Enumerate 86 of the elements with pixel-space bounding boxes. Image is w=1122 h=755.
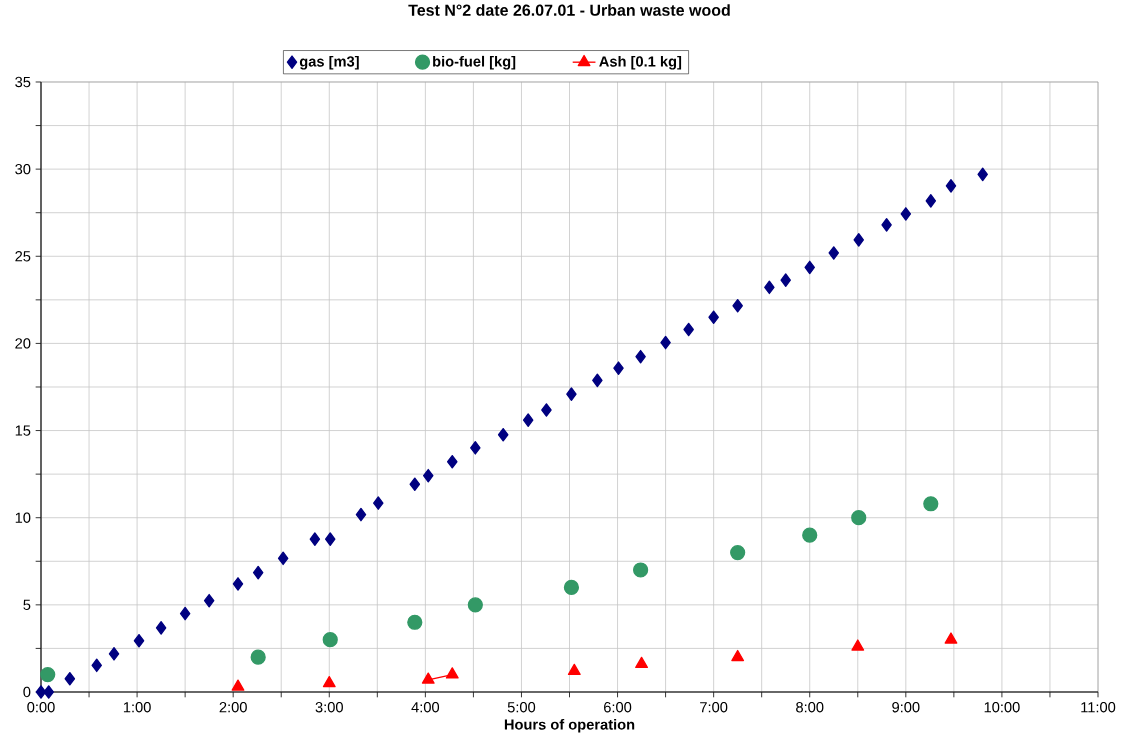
x-tick-label: 11:00 <box>1081 702 1116 713</box>
x-tick-label: 2:00 <box>219 702 247 713</box>
x-tick-label: 6:00 <box>604 702 632 713</box>
point <box>851 639 865 651</box>
y-tick-label: 35 <box>15 76 31 88</box>
point <box>277 551 289 566</box>
point <box>731 649 745 662</box>
point <box>355 507 367 522</box>
point <box>309 532 321 546</box>
point <box>252 565 264 580</box>
point <box>497 427 509 442</box>
point <box>945 179 957 193</box>
x-tick-label: 3:00 <box>315 702 343 713</box>
point <box>563 579 580 596</box>
point <box>541 403 552 417</box>
point <box>780 273 791 287</box>
legend-label: Ash [0.1 kg] <box>599 55 682 70</box>
point <box>635 656 649 669</box>
y-tick-label: 10 <box>15 512 31 523</box>
point <box>91 658 102 673</box>
point <box>977 167 988 182</box>
point <box>613 361 624 375</box>
x-tick-label: 8:00 <box>796 702 824 713</box>
point <box>566 387 577 401</box>
x-tick-label: 5:00 <box>507 702 536 713</box>
point <box>447 454 458 469</box>
point <box>851 510 867 526</box>
x-tick-label: 7:00 <box>700 702 728 713</box>
point <box>802 527 818 543</box>
y-tick-label: 0 <box>23 686 31 698</box>
y-tick-label: 15 <box>15 425 31 436</box>
x-tick-label: 9:00 <box>892 702 920 713</box>
x-tick-label: 0:00 <box>27 702 55 713</box>
point <box>900 207 912 221</box>
point <box>64 671 76 686</box>
point <box>133 633 145 648</box>
point <box>660 335 671 350</box>
point <box>683 322 694 337</box>
point <box>155 621 167 635</box>
point <box>373 496 384 510</box>
point <box>232 577 244 591</box>
point <box>470 441 481 455</box>
point <box>764 280 775 295</box>
point <box>445 667 459 679</box>
point <box>522 413 534 427</box>
point <box>324 532 336 546</box>
point <box>179 606 191 621</box>
point <box>828 246 840 260</box>
x-tick-label: 4:00 <box>411 702 440 713</box>
point <box>633 562 649 578</box>
point <box>925 194 937 208</box>
point <box>231 679 245 691</box>
point <box>409 477 421 492</box>
x-tick-label: 1:00 <box>123 702 151 713</box>
point <box>730 544 746 561</box>
point <box>250 649 266 665</box>
point <box>108 647 120 661</box>
point <box>708 310 719 325</box>
point <box>923 496 939 512</box>
legend-label: bio-fuel [kg] <box>433 55 516 70</box>
point <box>732 298 743 313</box>
legend-label: gas [m3] <box>299 55 359 70</box>
point <box>853 233 865 247</box>
y-tick-label: 30 <box>15 163 31 175</box>
chart-title: Test N°2 date 26.07.01 - Urban waste wood <box>408 4 730 16</box>
point <box>35 685 47 699</box>
point <box>422 468 434 483</box>
y-tick-label: 20 <box>15 338 31 349</box>
point <box>43 685 54 699</box>
point <box>567 663 581 676</box>
y-tick-label: 5 <box>23 599 31 610</box>
x-tick-label: 10:00 <box>984 702 1020 713</box>
point <box>944 632 958 644</box>
point <box>467 597 483 613</box>
point <box>881 218 892 232</box>
x-axis-title: Hours of operation <box>504 718 635 733</box>
point <box>635 349 646 364</box>
point <box>592 373 603 388</box>
y-tick-label: 25 <box>15 251 31 262</box>
point <box>203 593 215 608</box>
point <box>804 260 815 275</box>
point <box>421 672 435 684</box>
point <box>322 632 338 648</box>
point <box>40 666 56 683</box>
point <box>407 614 423 630</box>
point <box>322 675 336 688</box>
